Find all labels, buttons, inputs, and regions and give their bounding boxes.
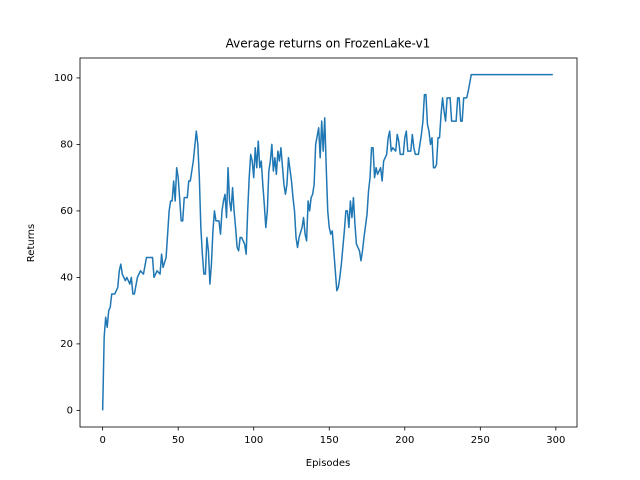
x-tick-label: 100: [244, 435, 263, 446]
y-tick-label: 80: [60, 139, 73, 150]
x-tick-label: 250: [471, 435, 490, 446]
x-tick-label: 300: [546, 435, 565, 446]
x-tick-label: 50: [172, 435, 185, 446]
data-line: [101, 73, 553, 411]
y-axis-label: Returns: [26, 224, 37, 262]
y-tick-label: 0: [67, 405, 73, 416]
y-tick-label: 60: [60, 206, 73, 217]
chart-title: Average returns on FrozenLake-v1: [226, 37, 431, 51]
y-tick-label: 100: [54, 73, 73, 84]
y-tick-label: 40: [60, 272, 73, 283]
x-tick-label: 150: [320, 435, 339, 446]
x-axis-label: Episodes: [306, 458, 350, 469]
x-tick-label: 0: [99, 435, 105, 446]
plot-frame: [79, 57, 578, 428]
x-tick-label: 200: [395, 435, 414, 446]
y-tick-label: 20: [60, 339, 73, 350]
